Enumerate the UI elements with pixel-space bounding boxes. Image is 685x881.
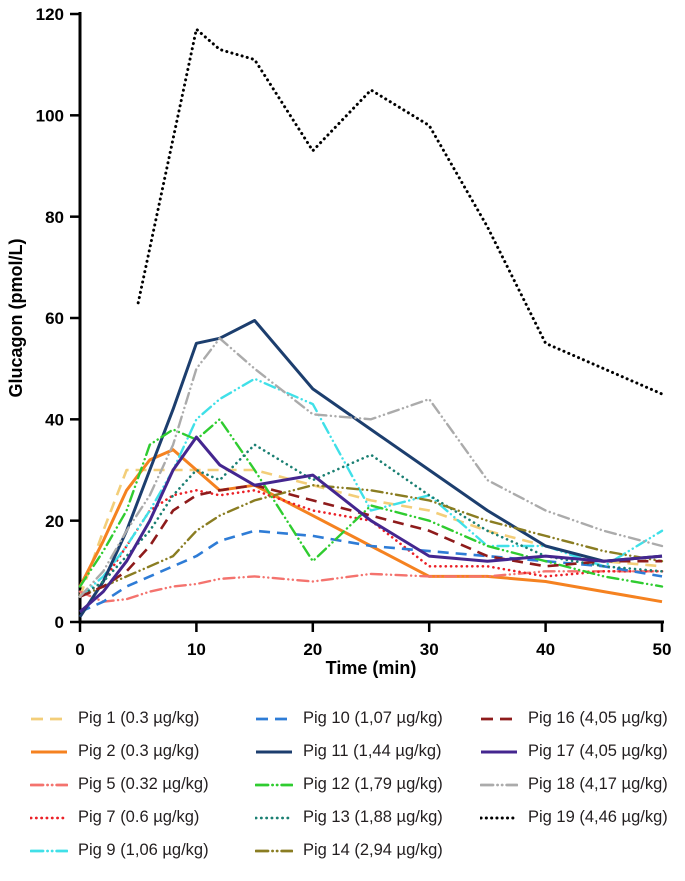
legend-line-swatch bbox=[31, 750, 67, 753]
legend-item: Pig 17 (4,05 µg/kg) bbox=[480, 735, 685, 768]
legend-line-swatch bbox=[481, 717, 517, 720]
series-line-pig-19 bbox=[136, 27, 664, 396]
x-axis-title: Time (min) bbox=[326, 658, 417, 678]
legend-line-swatch bbox=[31, 717, 67, 720]
legend-label: Pig 18 (4,17 µg/kg) bbox=[528, 775, 668, 793]
series-line-pig-10 bbox=[79, 529, 663, 614]
x-tick-label: 40 bbox=[536, 640, 555, 659]
series-line-pig-11 bbox=[78, 319, 663, 618]
y-tick-label: 40 bbox=[45, 410, 64, 429]
y-tick-label: 0 bbox=[55, 613, 64, 632]
chart-legend: Pig 1 (0.3 µg/kg) Pig 2 (0.3 µg/kg) Pig 5 … bbox=[0, 690, 685, 881]
series-line-pig-1 bbox=[78, 468, 663, 598]
legend-item: Pig 9 (1,06 µg/kg) bbox=[30, 834, 255, 867]
legend-label: Pig 10 (1,07 µg/kg) bbox=[303, 709, 443, 727]
y-tick-label: 60 bbox=[45, 309, 64, 328]
x-tick-label: 10 bbox=[187, 640, 206, 659]
legend-line-swatch bbox=[256, 717, 292, 720]
legend-item: Pig 16 (4,05 µg/kg) bbox=[480, 702, 685, 735]
legend-item: Pig 14 (2,94 µg/kg) bbox=[255, 834, 480, 867]
legend-label: Pig 2 (0.3 µg/kg) bbox=[78, 742, 200, 760]
legend-label: Pig 14 (2,94 µg/kg) bbox=[303, 841, 443, 859]
legend-line-swatch bbox=[256, 750, 292, 753]
legend-line-swatch bbox=[255, 849, 293, 852]
legend-label: Pig 5 (0.32 µg/kg) bbox=[78, 775, 209, 793]
y-tick-label: 80 bbox=[45, 208, 64, 227]
legend-line-swatch bbox=[481, 750, 517, 753]
legend-line-swatch bbox=[30, 783, 68, 786]
legend-label: Pig 12 (1,79 µg/kg) bbox=[303, 775, 443, 793]
legend-item: Pig 5 (0.32 µg/kg) bbox=[30, 768, 255, 801]
x-tick-label: 20 bbox=[303, 640, 322, 659]
legend-label: Pig 13 (1,88 µg/kg) bbox=[303, 808, 443, 826]
legend-line-swatch bbox=[255, 816, 293, 819]
legend-label: Pig 17 (4,05 µg/kg) bbox=[528, 742, 668, 760]
y-tick-label: 20 bbox=[45, 512, 64, 531]
legend-line-swatch bbox=[30, 849, 68, 852]
legend-label: Pig 16 (4,05 µg/kg) bbox=[528, 709, 668, 727]
legend-line-swatch bbox=[30, 816, 68, 819]
y-tick-label: 100 bbox=[36, 106, 64, 125]
y-axis-title: Glucagon (pmol/L) bbox=[6, 239, 26, 398]
x-tick-label: 0 bbox=[75, 640, 84, 659]
legend-label: Pig 7 (0.6 µg/kg) bbox=[78, 808, 200, 826]
x-tick-label: 50 bbox=[653, 640, 672, 659]
series-line-pig-18 bbox=[78, 337, 664, 598]
legend-line-swatch bbox=[480, 783, 518, 786]
legend-item: Pig 7 (0.6 µg/kg) bbox=[30, 801, 255, 834]
series-line-pig-5 bbox=[78, 570, 664, 603]
legend-item: Pig 18 (4,17 µg/kg) bbox=[480, 768, 685, 801]
series-line-pig-14 bbox=[78, 484, 664, 598]
legend-label: Pig 19 (4,46 µg/kg) bbox=[528, 808, 668, 826]
series-line-pig-16 bbox=[79, 483, 662, 598]
legend-item: Pig 2 (0.3 µg/kg) bbox=[30, 735, 255, 768]
y-tick-label: 120 bbox=[36, 5, 64, 24]
glucagon-line-chart: Time (min) Glucagon (pmol/L) 0 20 40 60 80 10… bbox=[6, 5, 672, 678]
legend-label: Pig 9 (1,06 µg/kg) bbox=[78, 841, 209, 859]
series-line-pig-9 bbox=[78, 377, 664, 598]
legend-item: Pig 13 (1,88 µg/kg) bbox=[255, 801, 480, 834]
series-line-pig-2 bbox=[78, 448, 663, 604]
x-tick-label: 30 bbox=[420, 640, 439, 659]
legend-item: Pig 11 (1,44 µg/kg) bbox=[255, 735, 480, 768]
legend-item: Pig 10 (1,07 µg/kg) bbox=[255, 702, 480, 735]
legend-item: Pig 1 (0.3 µg/kg) bbox=[30, 702, 255, 735]
legend-item: Pig 12 (1,79 µg/kg) bbox=[255, 768, 480, 801]
legend-label: Pig 1 (0.3 µg/kg) bbox=[78, 709, 200, 727]
legend-item: Pig 19 (4,46 µg/kg) bbox=[480, 801, 685, 834]
legend-label: Pig 11 (1,44 µg/kg) bbox=[303, 742, 442, 760]
series-line-pig-17 bbox=[79, 435, 663, 614]
series-line-pig-12 bbox=[78, 418, 664, 588]
legend-line-swatch bbox=[480, 816, 518, 819]
legend-line-swatch bbox=[255, 783, 293, 786]
